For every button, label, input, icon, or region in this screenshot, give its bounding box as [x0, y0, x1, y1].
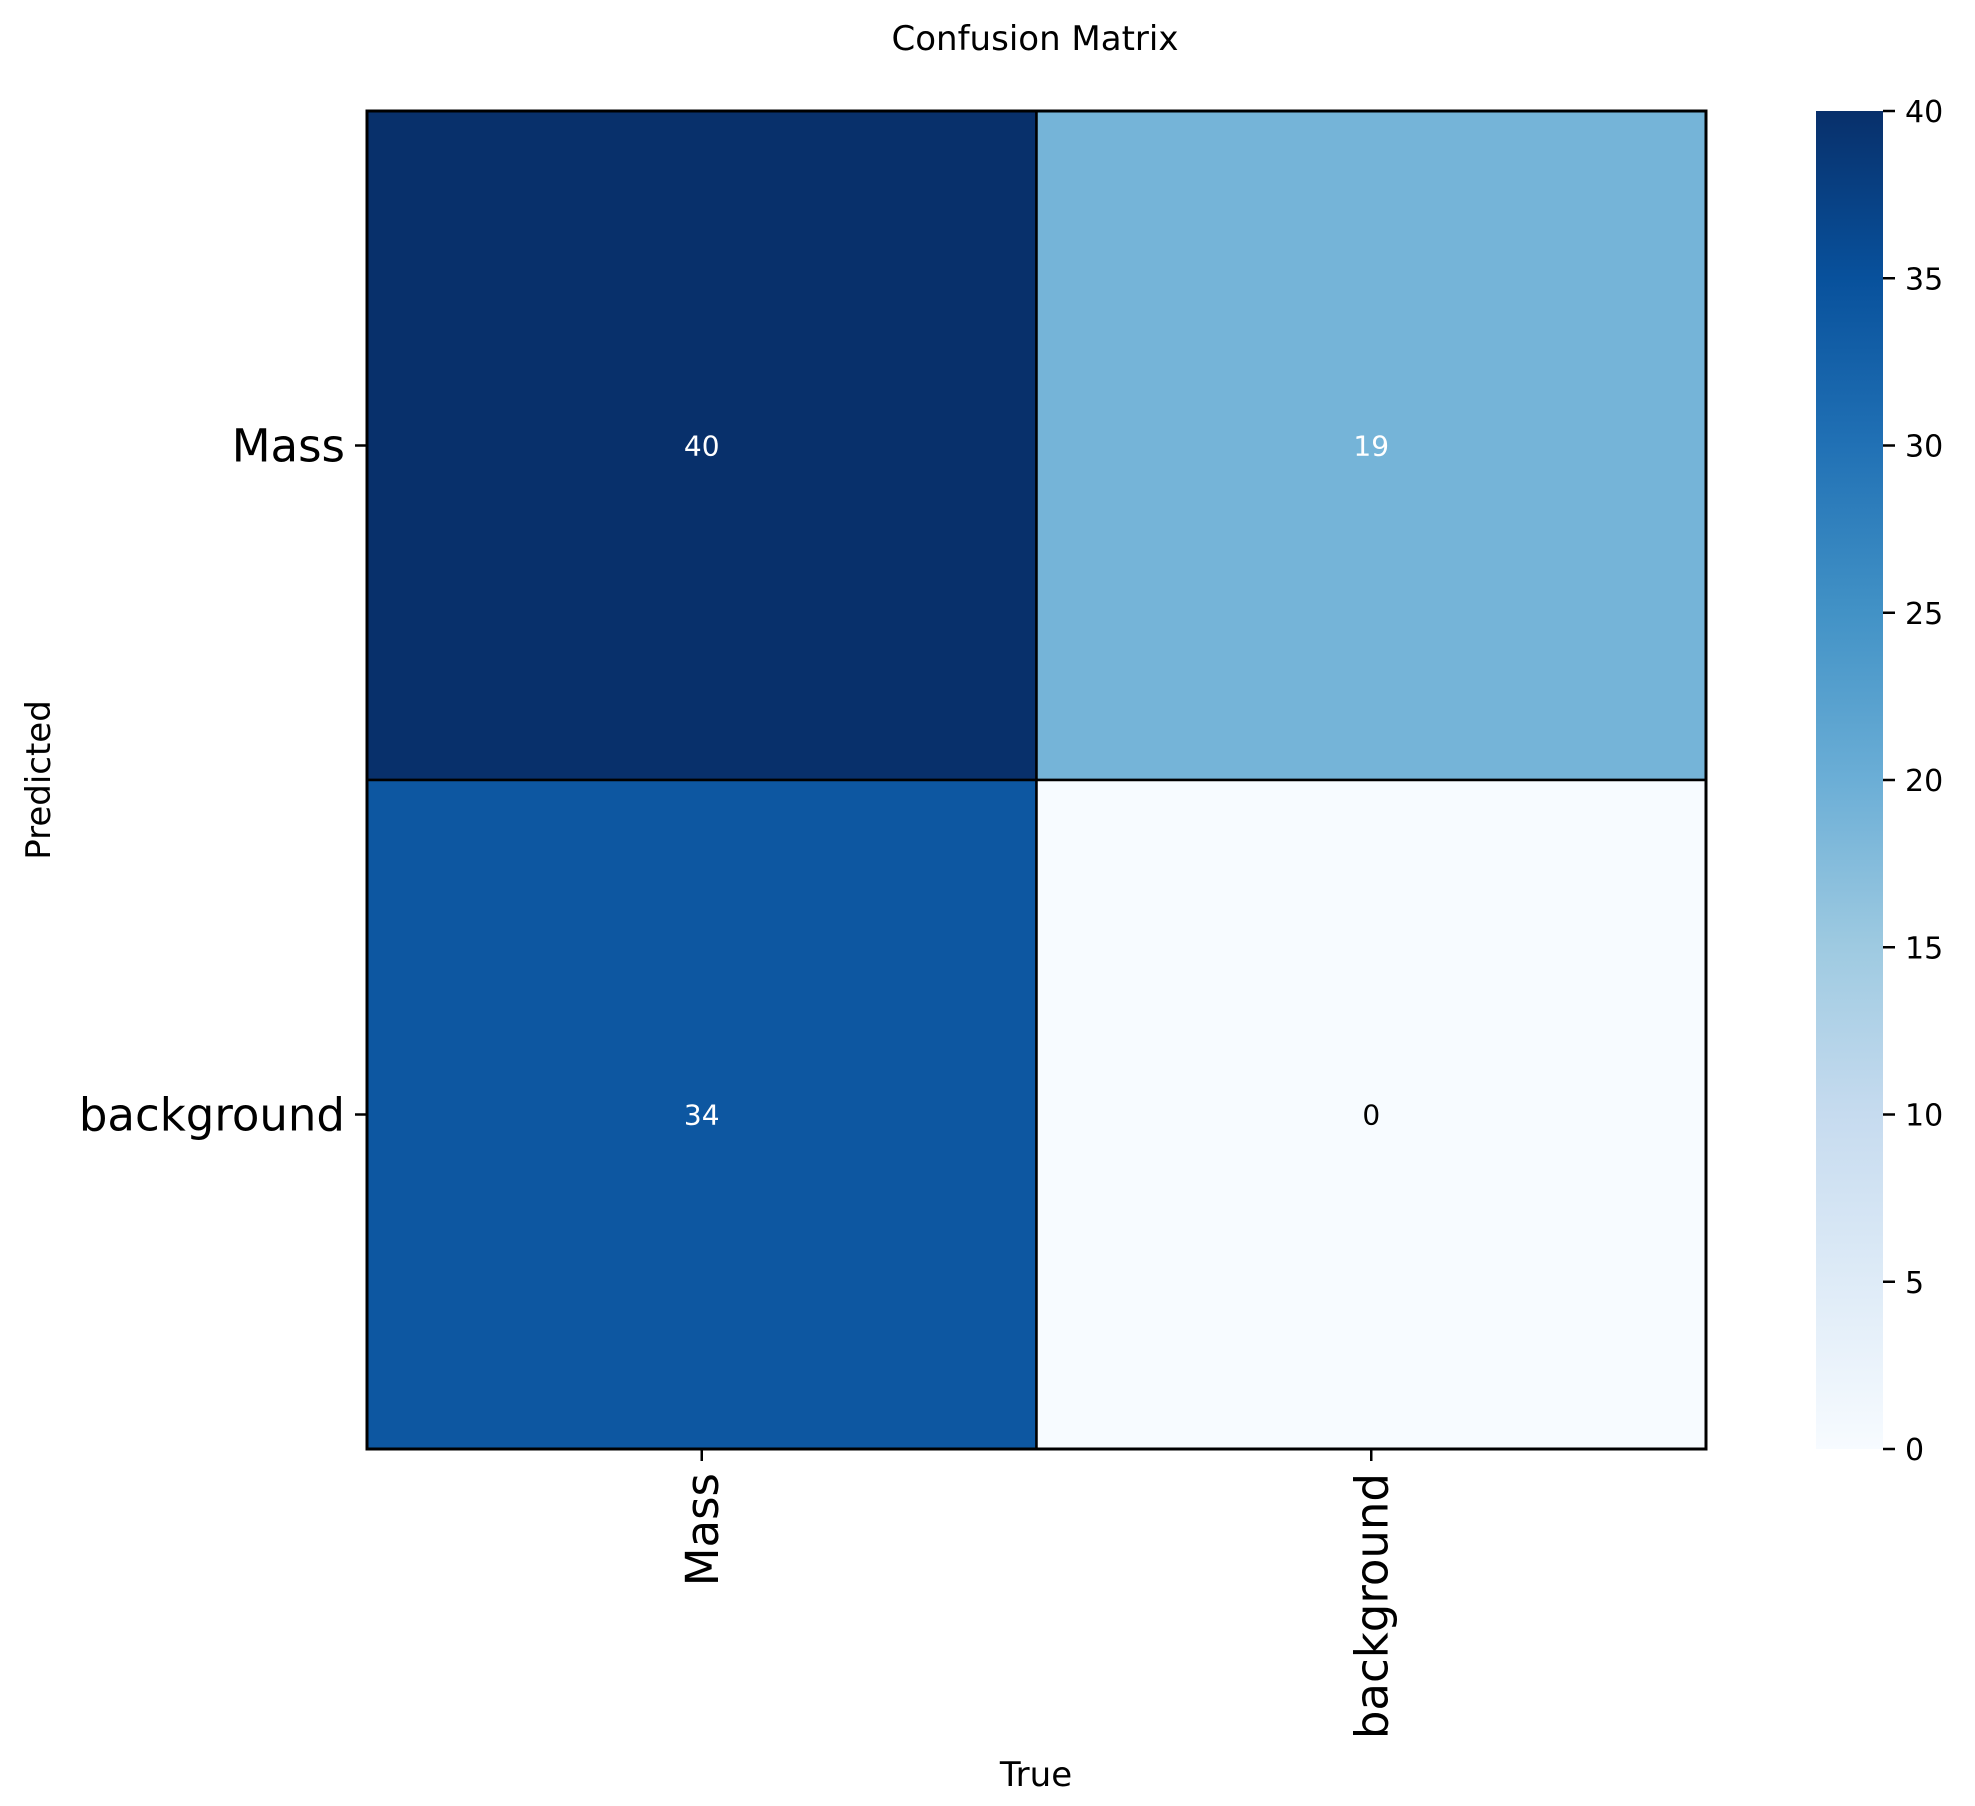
- colorbar-tick-label: 15: [1905, 931, 1943, 966]
- heatmap-cell-mass-background: [1035, 109, 1708, 782]
- cell-value-label: 34: [684, 1099, 720, 1132]
- colorbar-tick-label: 0: [1905, 1433, 1924, 1468]
- heatmap-cell-background-background: [1035, 778, 1708, 1451]
- colorbar: 0 5 10 15 20 25 30 35 40: [1816, 95, 1943, 1468]
- colorbar-tick-label: 40: [1905, 95, 1943, 130]
- y-tick-label-mass: Mass: [232, 420, 345, 473]
- x-tick-label-background: background: [1345, 1473, 1398, 1739]
- colorbar-tick-label: 5: [1905, 1266, 1924, 1301]
- cell-value-label: 19: [1353, 430, 1389, 463]
- colorbar-tick-label: 25: [1905, 597, 1943, 632]
- colorbar-ticks: 0 5 10 15 20 25 30 35 40: [1883, 95, 1943, 1468]
- colorbar-tick-label: 35: [1905, 262, 1943, 297]
- x-tick-label-mass: Mass: [676, 1473, 729, 1586]
- y-axis-ticks: Mass background: [79, 420, 367, 1142]
- heatmap-cell-background-mass: [365, 778, 1038, 1451]
- heatmap-cell-mass-mass: [365, 109, 1038, 782]
- colorbar-tick-label: 30: [1905, 430, 1943, 465]
- cell-value-label: 0: [1362, 1099, 1380, 1132]
- cell-value-labels: 40 19 34 0: [684, 430, 1389, 1132]
- chart-title: Confusion Matrix: [892, 19, 1179, 59]
- heatmap-cells: [365, 109, 1708, 1451]
- x-axis-label: True: [999, 1755, 1072, 1795]
- plot-frame: [365, 109, 1708, 1451]
- cell-value-label: 40: [684, 430, 720, 463]
- colorbar-gradient: [1816, 111, 1883, 1449]
- y-tick-label-background: background: [79, 1089, 345, 1142]
- y-axis-label: Predicted: [19, 700, 59, 860]
- colorbar-tick-label: 20: [1905, 764, 1943, 799]
- x-axis-ticks: Mass background: [676, 1449, 1398, 1739]
- colorbar-tick-label: 10: [1905, 1099, 1943, 1134]
